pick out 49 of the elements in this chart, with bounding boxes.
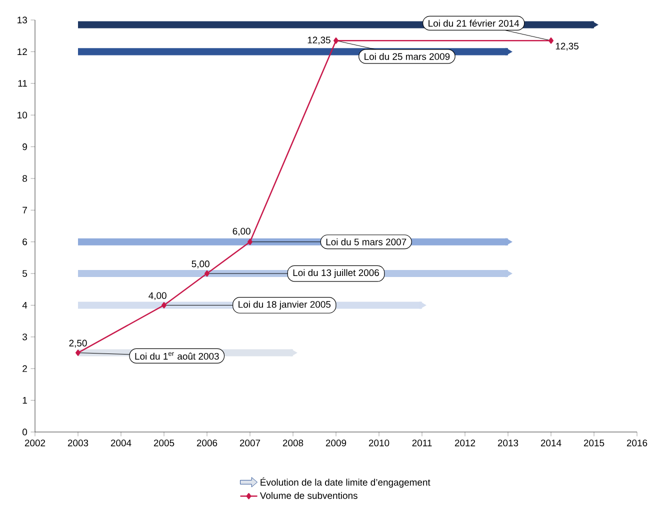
x-tick-label: 2015 bbox=[584, 440, 604, 446]
y-tick-label: 8 bbox=[22, 175, 27, 182]
y-tick-label: 0 bbox=[22, 428, 28, 436]
data-label: 12,35 bbox=[556, 42, 578, 51]
annotation: Loi du 13 juillet 2006 bbox=[293, 269, 379, 278]
point bbox=[161, 302, 167, 308]
y-tick-label: 6 bbox=[22, 238, 27, 246]
x-tick-label: 2016 bbox=[626, 440, 648, 446]
point bbox=[204, 270, 210, 277]
annotation: Loi du 1$^{er}$ août 2003 bbox=[135, 352, 219, 360]
x-tick-label: 2008 bbox=[282, 440, 304, 446]
x-tick-label: 2012 bbox=[454, 440, 476, 446]
data-label: 12,35 bbox=[308, 36, 330, 45]
annotation: Loi du 25 mars 2009 bbox=[364, 52, 450, 60]
point bbox=[247, 238, 253, 245]
y-tick-label: 13 bbox=[18, 16, 27, 24]
point bbox=[548, 37, 554, 44]
legend-label: Volume de subventions bbox=[260, 492, 358, 499]
x-tick-label: 2004 bbox=[110, 440, 132, 446]
y-tick-label: 1 bbox=[22, 397, 27, 404]
annotation: Loi du 21 février 2014 bbox=[428, 20, 520, 27]
y-tick-label: 10 bbox=[18, 112, 28, 118]
data-label: 4,00 bbox=[148, 292, 166, 300]
x-tick-label: 2009 bbox=[326, 440, 346, 446]
x-tick-label: 2002 bbox=[24, 440, 46, 446]
data-label: 2,50 bbox=[69, 340, 87, 348]
y-tick-label: 4 bbox=[22, 302, 28, 308]
x-tick-label: 2013 bbox=[498, 440, 518, 446]
x-tick-label: 2005 bbox=[154, 440, 174, 446]
y-tick-label: 5 bbox=[22, 270, 28, 277]
x-tick-label: 2003 bbox=[68, 440, 88, 446]
point bbox=[75, 350, 81, 356]
annotation: Loi du 18 janvier 2005 bbox=[238, 300, 331, 310]
legend-label: Évolution de la date limite d’engagement bbox=[260, 477, 430, 488]
y-tick-label: 7 bbox=[22, 206, 27, 214]
y-tick-label: 2 bbox=[22, 365, 27, 372]
data-label: 5,00 bbox=[192, 260, 210, 268]
x-tick-label: 2014 bbox=[540, 440, 562, 446]
y-tick-label: 11 bbox=[18, 80, 27, 87]
y-tick-label: 9 bbox=[22, 143, 27, 150]
x-tick-label: 2007 bbox=[240, 440, 260, 446]
x-tick-label: 2011 bbox=[412, 440, 432, 446]
data-label: 6,00 bbox=[232, 228, 250, 236]
y-tick-label: 3 bbox=[22, 334, 27, 340]
annotation: Loi du 5 mars 2007 bbox=[326, 238, 406, 246]
y-tick-label: 12 bbox=[18, 48, 27, 55]
point bbox=[333, 37, 339, 44]
x-tick-label: 2006 bbox=[196, 440, 218, 446]
x-tick-label: 2010 bbox=[368, 440, 390, 446]
